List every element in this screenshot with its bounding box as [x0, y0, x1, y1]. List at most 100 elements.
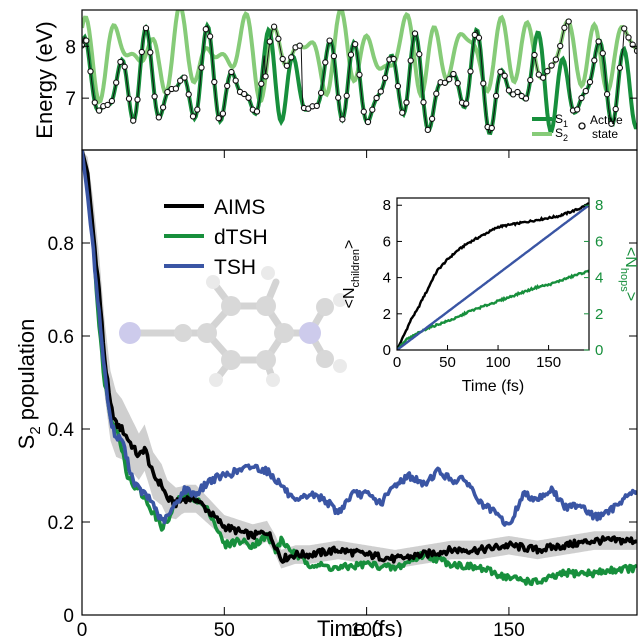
energy-active-marker: [343, 92, 350, 99]
energy-active-marker: [215, 115, 222, 122]
energy-active-marker: [352, 41, 359, 48]
energy-active-marker: [296, 42, 303, 49]
energy-active-marker: [347, 51, 355, 58]
energy-active-marker: [335, 94, 342, 101]
energy-active-marker: [399, 109, 406, 116]
energy-active-marker: [471, 31, 478, 39]
energy-active-marker: [480, 80, 487, 87]
population-y-tick-label: 0.4: [48, 420, 75, 441]
energy-active-marker: [377, 88, 384, 95]
energy-active-marker: [313, 102, 320, 110]
energy-active-marker: [612, 105, 619, 113]
energy-active-marker: [407, 57, 414, 64]
series-line-aims: [82, 150, 637, 564]
energy-active-marker: [87, 68, 94, 75]
population-y-ticks: 0 0.2 0.4 0.6 0.8: [48, 234, 637, 627]
inset-right-tick-label: 4: [595, 270, 603, 287]
energy-active-marker: [467, 68, 474, 75]
energy-active-marker: [463, 100, 470, 107]
energy-active-marker: [586, 78, 594, 86]
inset-right-tick-label: 8: [595, 197, 603, 214]
population-y-axis-label: S2 population: [14, 319, 44, 450]
energy-y-tick-label: 8: [65, 37, 76, 58]
inset-x-tick-label: 100: [486, 354, 511, 371]
energy-active-marker: [548, 62, 555, 69]
energy-active-marker: [283, 62, 291, 69]
energy-active-marker: [565, 18, 572, 25]
energy-active-marker: [288, 54, 295, 61]
energy-active-marker: [446, 76, 453, 83]
energy-active-marker: [450, 70, 457, 78]
population-x-axis-label: Time (fs): [317, 616, 403, 637]
legend-active-line1: Active: [590, 113, 623, 127]
energy-active-marker: [492, 92, 500, 100]
energy-active-marker: [373, 94, 380, 102]
inset-y-tick-label: 6: [383, 233, 391, 250]
population-x-tick-label: 100: [351, 620, 383, 637]
energy-active-marker: [262, 73, 269, 80]
energy-active-marker: [625, 34, 632, 41]
energy-active-marker: [616, 64, 624, 71]
energy-active-marker: [266, 38, 273, 45]
energy-active-marker: [224, 82, 231, 90]
energy-active-marker: [159, 104, 167, 111]
energy-active-marker: [339, 116, 346, 123]
energy-lines: [82, 10, 637, 136]
energy-active-marker: [83, 37, 90, 44]
energy-active-marker: [424, 126, 431, 134]
energy-active-marker: [420, 99, 427, 106]
energy-active-marker: [394, 82, 402, 90]
energy-active-marker: [258, 80, 265, 87]
energy-panel: 78 Energy (eV) S1 S2 Active state: [32, 9, 638, 151]
energy-active-marker: [514, 88, 521, 96]
inset-x-tick-label: 50: [439, 354, 456, 371]
energy-active-marker: [151, 93, 158, 100]
inset-plot-frame: [396, 197, 590, 351]
population-x-tick-label: 50: [214, 620, 235, 637]
energy-active-marker: [505, 87, 513, 94]
energy-active-marker: [189, 113, 197, 120]
energy-active-marker: [108, 97, 116, 105]
energy-active-marker: [591, 57, 598, 64]
energy-active-marker: [125, 95, 133, 102]
energy-active-marker: [527, 76, 534, 84]
inset-right-tick-label: 2: [595, 306, 603, 323]
inset-x-axis-label: Time (fs): [462, 378, 525, 395]
energy-active-marker: [206, 33, 214, 40]
energy-active-marker: [608, 120, 615, 127]
energy-active-marker: [326, 37, 333, 44]
nitrogen-atom: [119, 322, 141, 344]
population-x-tick-label: 150: [493, 620, 525, 637]
inset-series-line: [397, 202, 589, 350]
energy-active-marker: [219, 110, 227, 117]
population-y-tick-label: 0.2: [48, 513, 74, 534]
energy-active-marker: [142, 24, 150, 32]
energy-active-marker: [411, 30, 419, 37]
legend-s2-label: S2: [555, 126, 568, 143]
nitrogen-atom: [299, 322, 321, 344]
energy-active-marker: [121, 63, 128, 70]
energy-active-marker: [330, 52, 338, 60]
energy-active-marker: [633, 47, 637, 55]
energy-active-marker: [104, 101, 111, 109]
energy-active-marker: [185, 91, 192, 98]
energy-active-marker: [552, 56, 560, 63]
legend-dtsh-label: dTSH: [214, 226, 268, 249]
population-lines: [82, 150, 637, 587]
energy-active-marker: [416, 51, 423, 58]
inset-right-tick-label: 6: [595, 233, 603, 250]
energy-active-marker: [475, 34, 483, 41]
energy-y-ticks: 78: [65, 37, 637, 110]
energy-active-marker: [279, 55, 286, 63]
inset-right-tick-label: 0: [595, 342, 603, 359]
energy-active-marker: [364, 118, 372, 126]
energy-active-marker: [117, 58, 124, 66]
energy-active-marker: [211, 78, 218, 86]
population-plot-frame: [81, 149, 638, 616]
population-y-tick-label: 0.8: [48, 234, 74, 255]
energy-active-marker: [501, 72, 508, 79]
energy-active-marker: [531, 51, 538, 59]
